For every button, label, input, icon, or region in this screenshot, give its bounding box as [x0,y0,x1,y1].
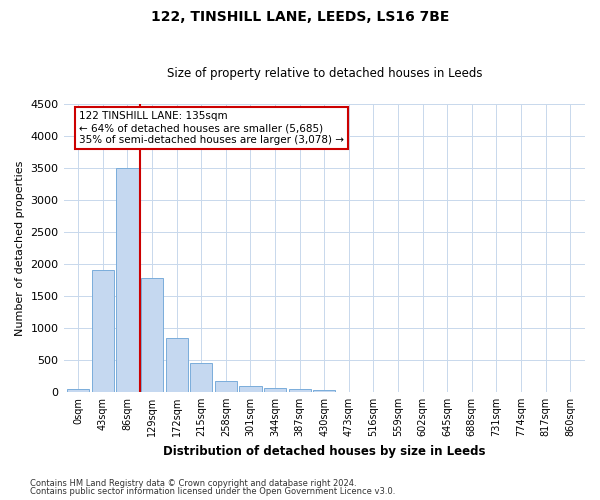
Text: 122, TINSHILL LANE, LEEDS, LS16 7BE: 122, TINSHILL LANE, LEEDS, LS16 7BE [151,10,449,24]
Bar [190,363,212,392]
Bar [141,278,163,392]
Bar [239,386,262,392]
Bar [215,380,237,392]
Bar [116,168,139,392]
Bar [166,338,188,392]
X-axis label: Distribution of detached houses by size in Leeds: Distribution of detached houses by size … [163,444,485,458]
Bar [313,390,335,392]
Text: Contains HM Land Registry data © Crown copyright and database right 2024.: Contains HM Land Registry data © Crown c… [30,478,356,488]
Bar [289,390,311,392]
Text: 122 TINSHILL LANE: 135sqm
← 64% of detached houses are smaller (5,685)
35% of se: 122 TINSHILL LANE: 135sqm ← 64% of detac… [79,112,344,144]
Bar [92,270,114,392]
Bar [67,388,89,392]
Title: Size of property relative to detached houses in Leeds: Size of property relative to detached ho… [167,66,482,80]
Y-axis label: Number of detached properties: Number of detached properties [15,160,25,336]
Bar [264,388,286,392]
Text: Contains public sector information licensed under the Open Government Licence v3: Contains public sector information licen… [30,487,395,496]
